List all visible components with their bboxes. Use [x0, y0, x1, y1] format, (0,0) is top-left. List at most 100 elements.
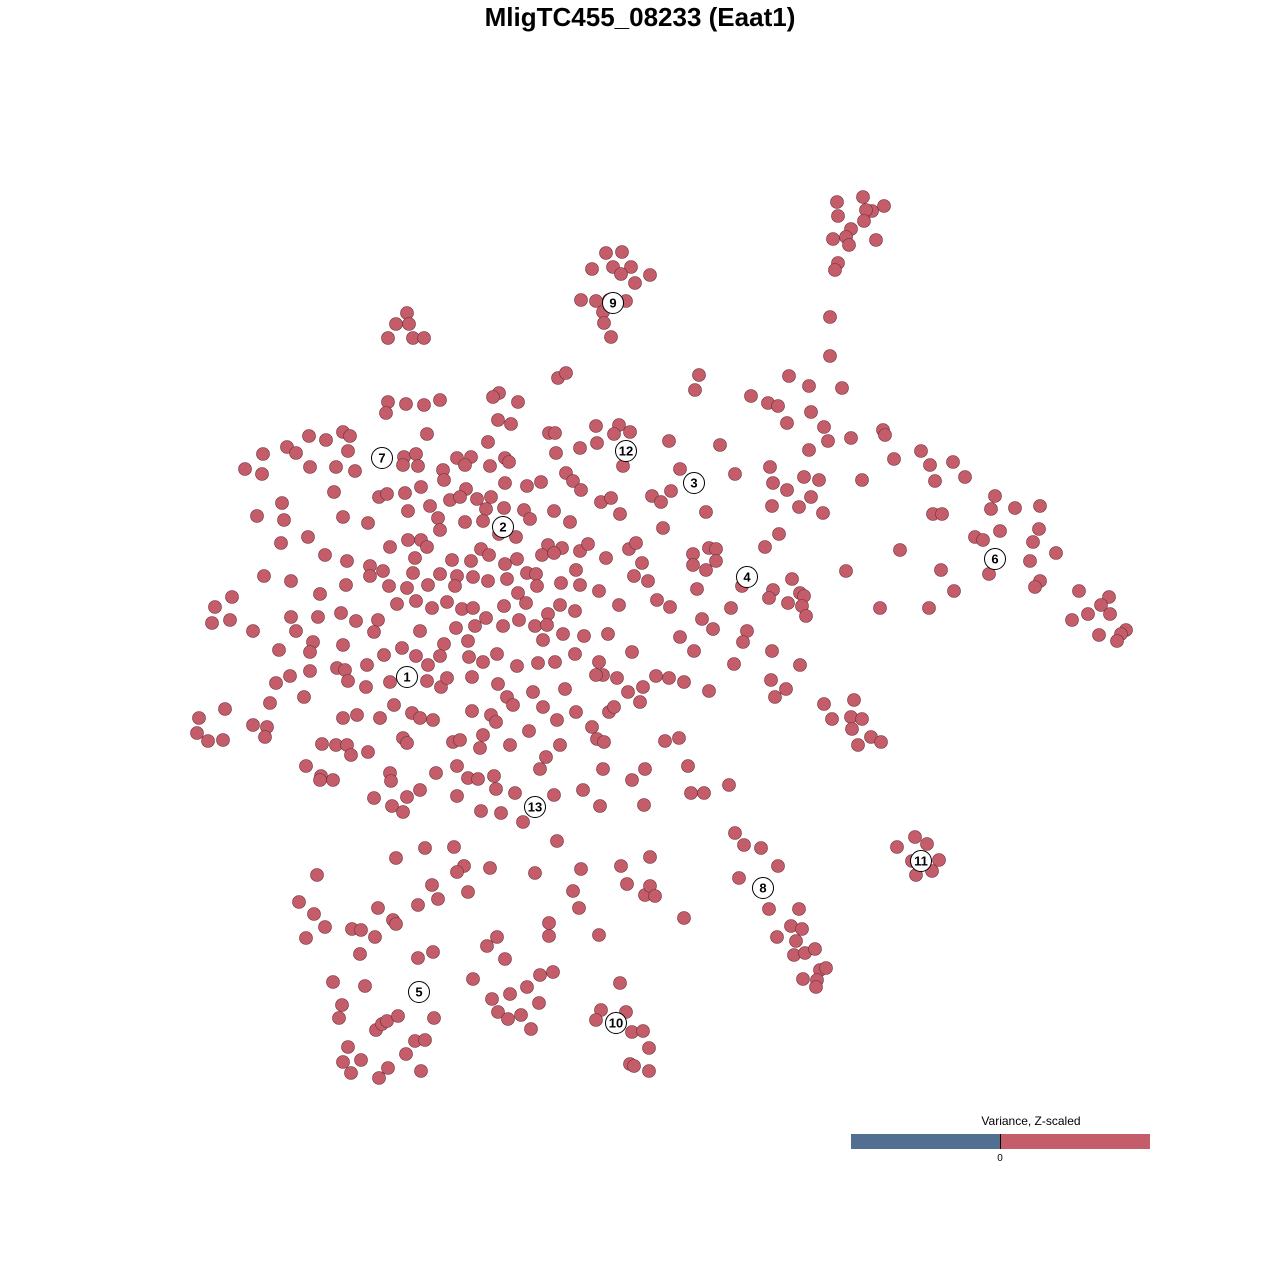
- data-point: [440, 671, 454, 685]
- data-point: [878, 428, 892, 442]
- data-point: [536, 700, 550, 714]
- data-point: [201, 734, 215, 748]
- data-point: [528, 619, 542, 633]
- cluster-label-badge: [492, 516, 514, 538]
- data-point: [508, 786, 522, 800]
- data-point: [358, 979, 372, 993]
- data-point: [450, 759, 464, 773]
- data-point: [225, 590, 239, 604]
- data-point: [692, 368, 706, 382]
- data-point: [483, 861, 497, 875]
- data-point: [341, 674, 355, 688]
- data-point: [307, 907, 321, 921]
- data-point: [574, 862, 588, 876]
- data-point: [238, 462, 252, 476]
- data-point: [620, 877, 634, 891]
- data-point: [547, 504, 561, 518]
- data-point: [503, 987, 517, 1001]
- cluster-label-badge: [408, 981, 430, 1003]
- data-point: [623, 425, 637, 439]
- data-point: [335, 998, 349, 1012]
- cluster-label-1: 1: [396, 666, 418, 688]
- data-point: [688, 383, 702, 397]
- data-point: [497, 599, 511, 613]
- data-point: [283, 669, 297, 683]
- data-point: [395, 641, 409, 655]
- data-point: [489, 715, 503, 729]
- data-point: [877, 199, 891, 213]
- data-point: [1065, 613, 1079, 627]
- data-point: [1032, 522, 1046, 536]
- cluster-label-badge: [683, 472, 705, 494]
- data-point: [856, 190, 870, 204]
- data-point: [498, 557, 512, 571]
- data-point: [497, 501, 511, 515]
- data-point: [318, 548, 332, 562]
- data-point: [610, 671, 624, 685]
- data-point: [246, 718, 260, 732]
- data-point: [421, 578, 435, 592]
- data-point: [506, 698, 520, 712]
- data-point: [923, 458, 937, 472]
- data-point: [779, 682, 793, 696]
- data-point: [589, 668, 603, 682]
- data-point: [313, 587, 327, 601]
- data-point: [547, 546, 561, 560]
- data-point: [376, 564, 390, 578]
- data-point: [461, 634, 475, 648]
- data-point: [431, 892, 445, 906]
- data-point: [935, 507, 949, 521]
- data-point: [310, 868, 324, 882]
- data-point: [673, 462, 687, 476]
- data-point: [568, 647, 582, 661]
- data-point: [728, 467, 742, 481]
- data-point: [367, 625, 381, 639]
- data-point: [724, 601, 738, 615]
- data-point: [649, 669, 663, 683]
- data-point: [802, 379, 816, 393]
- data-point: [672, 731, 686, 745]
- data-point: [550, 834, 564, 848]
- data-point: [947, 584, 961, 598]
- legend-color-bar: [851, 1134, 1150, 1149]
- data-point: [887, 452, 901, 466]
- data-point: [372, 1071, 386, 1085]
- data-point: [481, 574, 495, 588]
- data-point: [770, 930, 784, 944]
- data-point: [581, 537, 595, 551]
- data-point: [465, 670, 479, 684]
- legend-title: Variance, Z-scaled: [981, 1114, 1081, 1128]
- data-point: [627, 1059, 641, 1073]
- data-point: [223, 613, 237, 627]
- data-point: [427, 1011, 441, 1025]
- data-point: [932, 853, 946, 867]
- data-point: [354, 923, 368, 937]
- data-point: [192, 711, 206, 725]
- data-point: [490, 647, 504, 661]
- data-point: [411, 459, 425, 473]
- cluster-label-badge: [602, 292, 624, 314]
- data-point: [1026, 535, 1040, 549]
- data-point: [702, 684, 716, 698]
- data-point: [277, 513, 291, 527]
- data-point: [709, 542, 723, 556]
- data-point: [401, 533, 415, 547]
- data-point: [450, 865, 464, 879]
- data-point: [636, 1024, 650, 1038]
- data-point: [340, 554, 354, 568]
- data-point: [823, 349, 837, 363]
- data-point: [574, 483, 588, 497]
- data-point: [496, 619, 510, 633]
- data-point: [433, 523, 447, 537]
- data-point: [503, 738, 517, 752]
- cluster-label-3: 3: [683, 472, 705, 494]
- data-point: [353, 947, 367, 961]
- cluster-label-text: 6: [991, 552, 998, 567]
- data-point: [420, 427, 434, 441]
- data-point: [502, 455, 516, 469]
- data-point: [690, 582, 704, 596]
- data-point: [713, 438, 727, 452]
- data-point: [534, 475, 548, 489]
- data-point: [297, 690, 311, 704]
- data-point: [528, 866, 542, 880]
